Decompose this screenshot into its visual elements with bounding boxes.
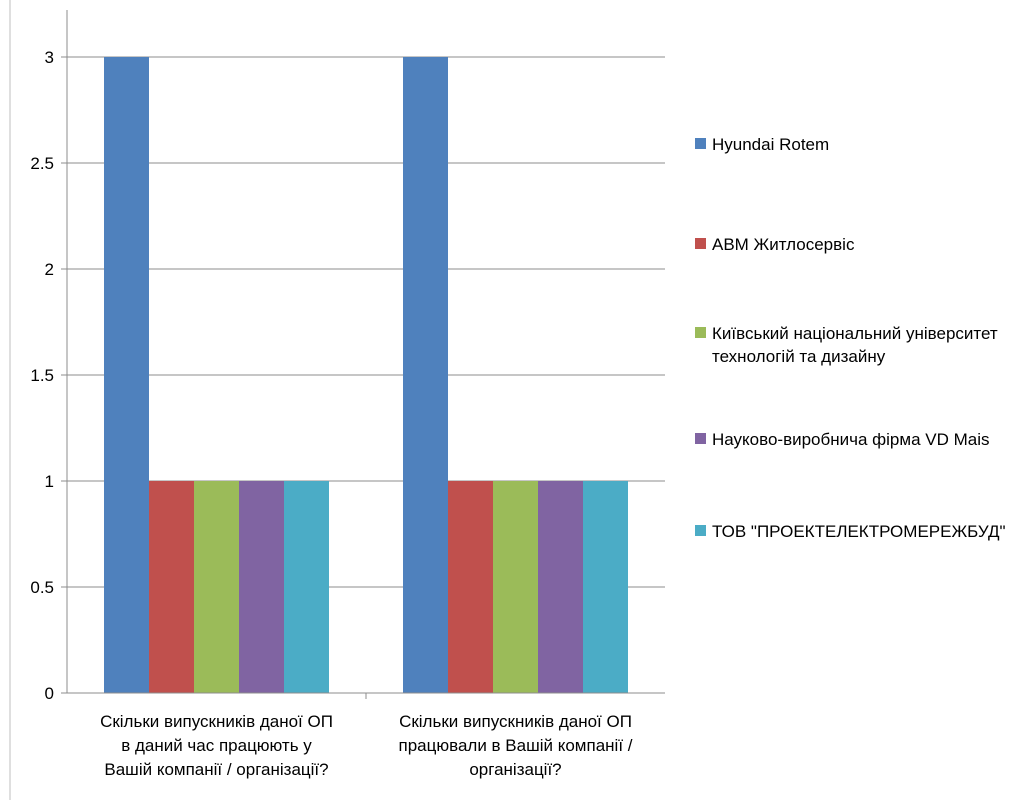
legend-item: Київський національний університет техно… xyxy=(695,322,1012,368)
legend-label: Hyundai Rotem xyxy=(712,135,830,154)
y-tick-label: 3 xyxy=(45,48,54,67)
legend-label: АВМ Житлосервіс xyxy=(712,235,855,254)
x-category-label-line: в даний час працюють у xyxy=(121,736,312,755)
y-axis-ticks: 0 0.5 1 1.5 2 2.5 3 xyxy=(30,48,67,703)
legend-swatch xyxy=(695,327,706,338)
legend-swatch xyxy=(695,238,706,249)
legend-item: Науково-виробнича фірма VD Mais xyxy=(695,428,1012,451)
bar-3-cat-1 xyxy=(194,481,239,693)
x-category-label-line: Вашій компанії / організації? xyxy=(104,760,328,779)
axes xyxy=(9,0,665,800)
x-axis-categories: Скільки випускників даної ОП в даний час … xyxy=(100,712,633,779)
bar-1-cat-2 xyxy=(403,57,448,693)
bar-5-cat-2 xyxy=(583,481,628,693)
bars xyxy=(104,57,628,693)
legend-label: Науково-виробнича фірма VD Mais xyxy=(712,430,990,449)
y-tick-label: 0 xyxy=(45,684,54,703)
x-category-label-line: працювали в Вашій компанії / xyxy=(399,736,633,755)
y-tick-label: 0.5 xyxy=(30,578,54,597)
y-tick-label: 1 xyxy=(45,472,54,491)
legend-label: ТОВ "ПРОЕКТЕЛЕКТРОМЕРЕЖБУД" xyxy=(712,522,1006,541)
x-category-label-line: Скільки випускників даної ОП xyxy=(100,712,333,731)
y-tick-label: 2.5 xyxy=(30,154,54,173)
legend-item: АВМ Житлосервіс xyxy=(695,233,1012,256)
x-category-label-line: організації? xyxy=(469,760,561,779)
legend-swatch xyxy=(695,525,706,536)
bar-2-cat-2 xyxy=(448,481,493,693)
bar-4-cat-1 xyxy=(239,481,284,693)
legend-label: Київський національний університет техно… xyxy=(712,324,998,366)
x-category-label-line: Скільки випускників даної ОП xyxy=(399,712,632,731)
bar-1-cat-1 xyxy=(104,57,149,693)
bar-3-cat-2 xyxy=(493,481,538,693)
legend-swatch xyxy=(695,433,706,444)
legend-swatch xyxy=(695,138,706,149)
legend-item: Hyundai Rotem xyxy=(695,133,1012,156)
bar-4-cat-2 xyxy=(538,481,583,693)
bar-2-cat-1 xyxy=(149,481,194,693)
y-tick-label: 1.5 xyxy=(30,366,54,385)
legend-item: ТОВ "ПРОЕКТЕЛЕКТРОМЕРЕЖБУД" xyxy=(695,520,1012,543)
bar-5-cat-1 xyxy=(284,481,329,693)
y-tick-label: 2 xyxy=(45,260,54,279)
